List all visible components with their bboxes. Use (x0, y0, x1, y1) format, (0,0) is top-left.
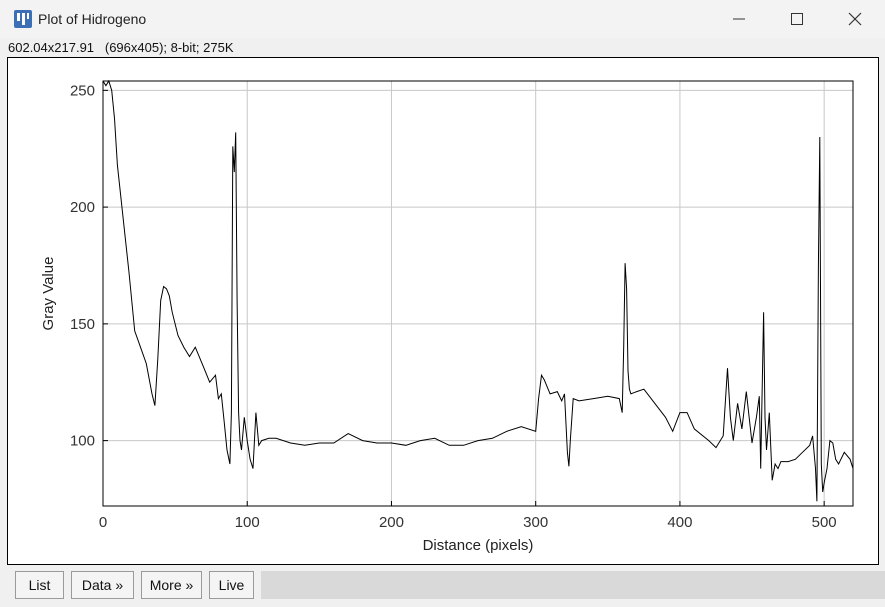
y-tick-label: 150 (70, 316, 95, 333)
button-bar: List Data » More » Live (0, 566, 885, 607)
y-tick-label: 100 (70, 433, 95, 450)
live-button[interactable]: Live (209, 571, 254, 599)
x-tick-label: 100 (235, 514, 260, 531)
minimize-button[interactable] (710, 0, 768, 38)
close-button[interactable] (826, 0, 884, 38)
minimize-icon (733, 18, 745, 20)
series-line-0 (102, 79, 854, 502)
list-button[interactable]: List (15, 571, 64, 599)
x-tick-label: 200 (379, 514, 404, 531)
window-title: Plot of Hidrogeno (38, 11, 147, 27)
image-info-line: 602.04x217.91 (696x405); 8-bit; 275K (8, 40, 234, 55)
y-tick-label: 250 (70, 82, 95, 99)
x-tick-label: 0 (99, 514, 107, 531)
x-tick-label: 500 (812, 514, 837, 531)
x-tick-label: 300 (523, 514, 548, 531)
data-button[interactable]: Data » (71, 571, 134, 599)
x-tick-label: 400 (667, 514, 692, 531)
imagej-app-icon (14, 10, 32, 28)
title-bar[interactable]: Plot of Hidrogeno (0, 0, 885, 38)
profile-plot: 0 100 200 300 400 500 100 150 200 250 Distance (pi… (40, 79, 854, 554)
plot-frame (102, 80, 854, 507)
y-tick-label: 200 (70, 199, 95, 216)
close-icon (848, 12, 862, 26)
status-strip (261, 571, 885, 599)
maximize-button[interactable] (768, 0, 826, 38)
more-button[interactable]: More » (141, 571, 202, 599)
y-axis-label: Gray Value (40, 257, 57, 331)
maximize-icon (791, 13, 803, 25)
plot-canvas[interactable]: 0 100 200 300 400 500 100 150 200 250 Distance (pi… (7, 57, 879, 565)
x-axis-label: Distance (pixels) (423, 537, 534, 554)
